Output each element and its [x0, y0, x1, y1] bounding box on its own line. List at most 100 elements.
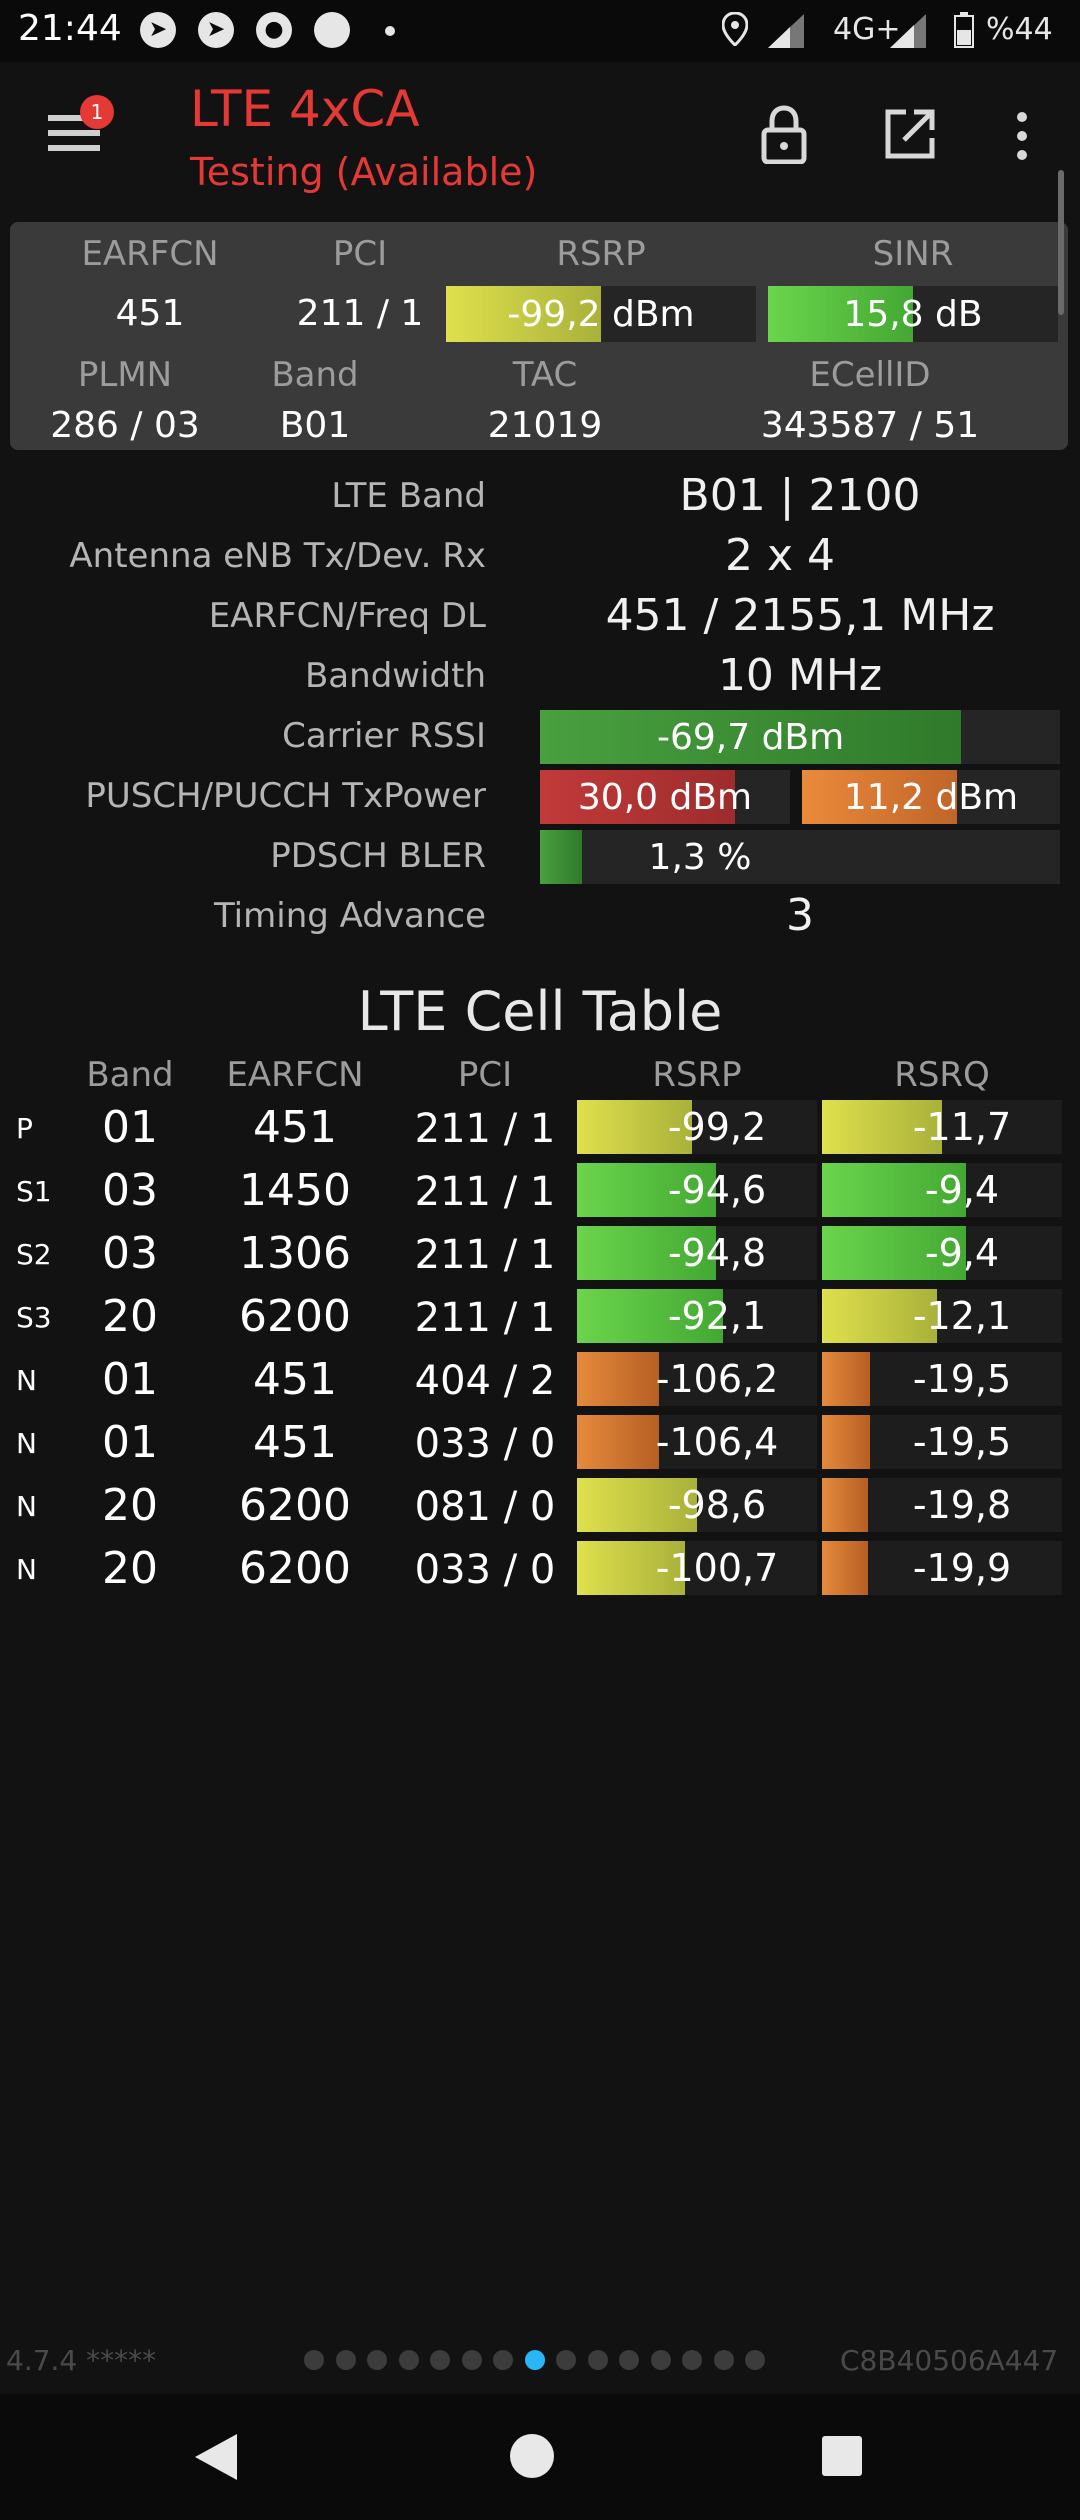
sinr-value: 15,8 dB — [843, 293, 983, 335]
back-icon[interactable] — [195, 2434, 237, 2480]
row-rsrp-fill — [577, 1352, 659, 1406]
row-rsrp-value: -92,1 — [667, 1294, 767, 1338]
pusch-fill — [540, 770, 735, 824]
row-rsrp-fill — [577, 1415, 659, 1469]
row-rsrp-value: -98,6 — [667, 1483, 767, 1527]
menu-icon — [48, 115, 100, 121]
page-dot[interactable] — [650, 2350, 671, 2370]
row-rsrq-fill — [822, 1478, 868, 1532]
menu-button[interactable] — [40, 100, 110, 160]
pucch-fill — [802, 770, 957, 824]
row-rsrq-value: -11,7 — [912, 1105, 1012, 1149]
page-dot[interactable] — [367, 2350, 387, 2370]
txpower-label: PUSCH/PUCCH TxPower — [85, 776, 486, 816]
bler-label: PDSCH BLER — [270, 836, 486, 876]
row-rsrp-fill — [577, 1226, 717, 1280]
row-rsrp-value: -106,2 — [655, 1357, 779, 1401]
page-dot[interactable] — [304, 2350, 324, 2370]
row-type: S3 — [16, 1301, 52, 1334]
row-band: 01 — [102, 1354, 158, 1405]
row-rsrp-value: -99,2 — [667, 1105, 767, 1149]
page-dot[interactable] — [587, 2350, 608, 2370]
row-band: 20 — [102, 1543, 158, 1594]
bler-fill — [540, 830, 582, 884]
more-vert-icon[interactable] — [1012, 110, 1032, 162]
row-rsrp-bar: -100,7 — [577, 1541, 817, 1595]
timing-advance-value: 3 — [786, 890, 814, 941]
row-rsrq-bar: -9,4 — [822, 1163, 1062, 1217]
page-dot[interactable] — [493, 2350, 513, 2370]
page-dot[interactable] — [461, 2350, 482, 2370]
row-band: 20 — [102, 1291, 158, 1342]
antenna-label: Antenna eNB Tx/Dev. Rx — [69, 536, 486, 576]
plmn-header: PLMN — [77, 355, 173, 395]
carrier-rssi-label: Carrier RSSI — [282, 716, 486, 756]
navigation-bar — [0, 2394, 1080, 2520]
pucch-bar: 11,2 dBm — [802, 770, 1060, 824]
row-rsrq-bar: -19,9 — [822, 1541, 1062, 1595]
cell-table-title: LTE Cell Table — [357, 980, 723, 1043]
row-rsrq-fill — [822, 1226, 966, 1280]
row-pci: 211 / 1 — [414, 1106, 556, 1152]
scrollbar[interactable] — [1058, 170, 1064, 315]
row-earfcn: 451 — [253, 1102, 337, 1153]
pusch-bar: 30,0 dBm — [540, 770, 790, 824]
pusch-value: 30,0 dBm — [577, 776, 753, 818]
row-rsrp-fill — [577, 1541, 685, 1595]
row-band: 01 — [102, 1417, 158, 1468]
app-version: 4.7.4 ***** — [6, 2344, 157, 2377]
page-dot[interactable] — [398, 2350, 419, 2370]
row-type: N — [16, 1364, 37, 1397]
page-dot[interactable] — [619, 2350, 639, 2370]
page-dot[interactable] — [556, 2350, 576, 2370]
page-dot[interactable] — [682, 2350, 702, 2370]
carrier-rssi-value: -69,7 dBm — [656, 716, 845, 758]
row-rsrq-fill — [822, 1415, 870, 1469]
recents-icon[interactable] — [822, 2436, 862, 2476]
open-external-icon[interactable] — [884, 108, 936, 160]
carrier-rssi-fill — [540, 710, 962, 764]
plmn-value: 286 / 03 — [50, 405, 200, 446]
row-rsrp-bar: -94,6 — [577, 1163, 817, 1217]
page-dot[interactable] — [524, 2350, 545, 2370]
page-dot[interactable] — [745, 2350, 765, 2370]
lte-band-label: LTE Band — [331, 476, 486, 516]
row-rsrq-fill — [822, 1541, 868, 1595]
carrier-rssi-bar: -69,7 dBm — [540, 710, 1060, 764]
bandwidth-label: Bandwidth — [304, 656, 486, 696]
page-dot[interactable] — [335, 2350, 356, 2370]
col-pci-header: PCI — [457, 1055, 513, 1095]
row-earfcn: 1450 — [239, 1165, 351, 1216]
row-band: 03 — [102, 1228, 158, 1279]
row-rsrp-bar: -99,2 — [577, 1100, 817, 1154]
timing-advance-label: Timing Advance — [213, 896, 486, 936]
row-earfcn: 6200 — [239, 1543, 351, 1594]
row-rsrq-value: -9,4 — [924, 1231, 1000, 1275]
row-pci: 081 / 0 — [414, 1484, 556, 1530]
lock-icon[interactable] — [758, 104, 810, 165]
earfcn-freq-label: EARFCN/Freq DL — [208, 596, 486, 636]
row-earfcn: 6200 — [239, 1480, 351, 1531]
rsrp-bar: -99,2 dBm — [446, 286, 756, 342]
status-bar: 21:44 ➤ ➤ ● 4G+ %44 — [0, 0, 1080, 62]
clock: 21:44 — [18, 8, 122, 49]
notification-badge: 1 — [80, 95, 114, 129]
pucch-value: 11,2 dBm — [843, 776, 1019, 818]
row-rsrq-fill — [822, 1289, 938, 1343]
row-rsrq-fill — [822, 1163, 966, 1217]
dot-icon — [385, 26, 395, 36]
tac-value: 21019 — [487, 405, 603, 446]
battery-level: %44 — [986, 12, 1053, 47]
row-earfcn: 451 — [253, 1417, 337, 1468]
home-icon[interactable] — [510, 2434, 554, 2478]
row-rsrq-bar: -19,5 — [822, 1352, 1062, 1406]
page-dot[interactable] — [430, 2350, 450, 2370]
rsrp-value: -99,2 dBm — [507, 293, 695, 335]
earfcn-header: EARFCN — [81, 234, 219, 274]
row-type: S1 — [16, 1175, 52, 1208]
page-dot[interactable] — [713, 2350, 734, 2370]
row-rsrp-fill — [577, 1289, 724, 1343]
row-rsrq-fill — [822, 1100, 942, 1154]
signal-icon — [890, 14, 926, 48]
col-rsrq-header: RSRQ — [894, 1055, 990, 1095]
